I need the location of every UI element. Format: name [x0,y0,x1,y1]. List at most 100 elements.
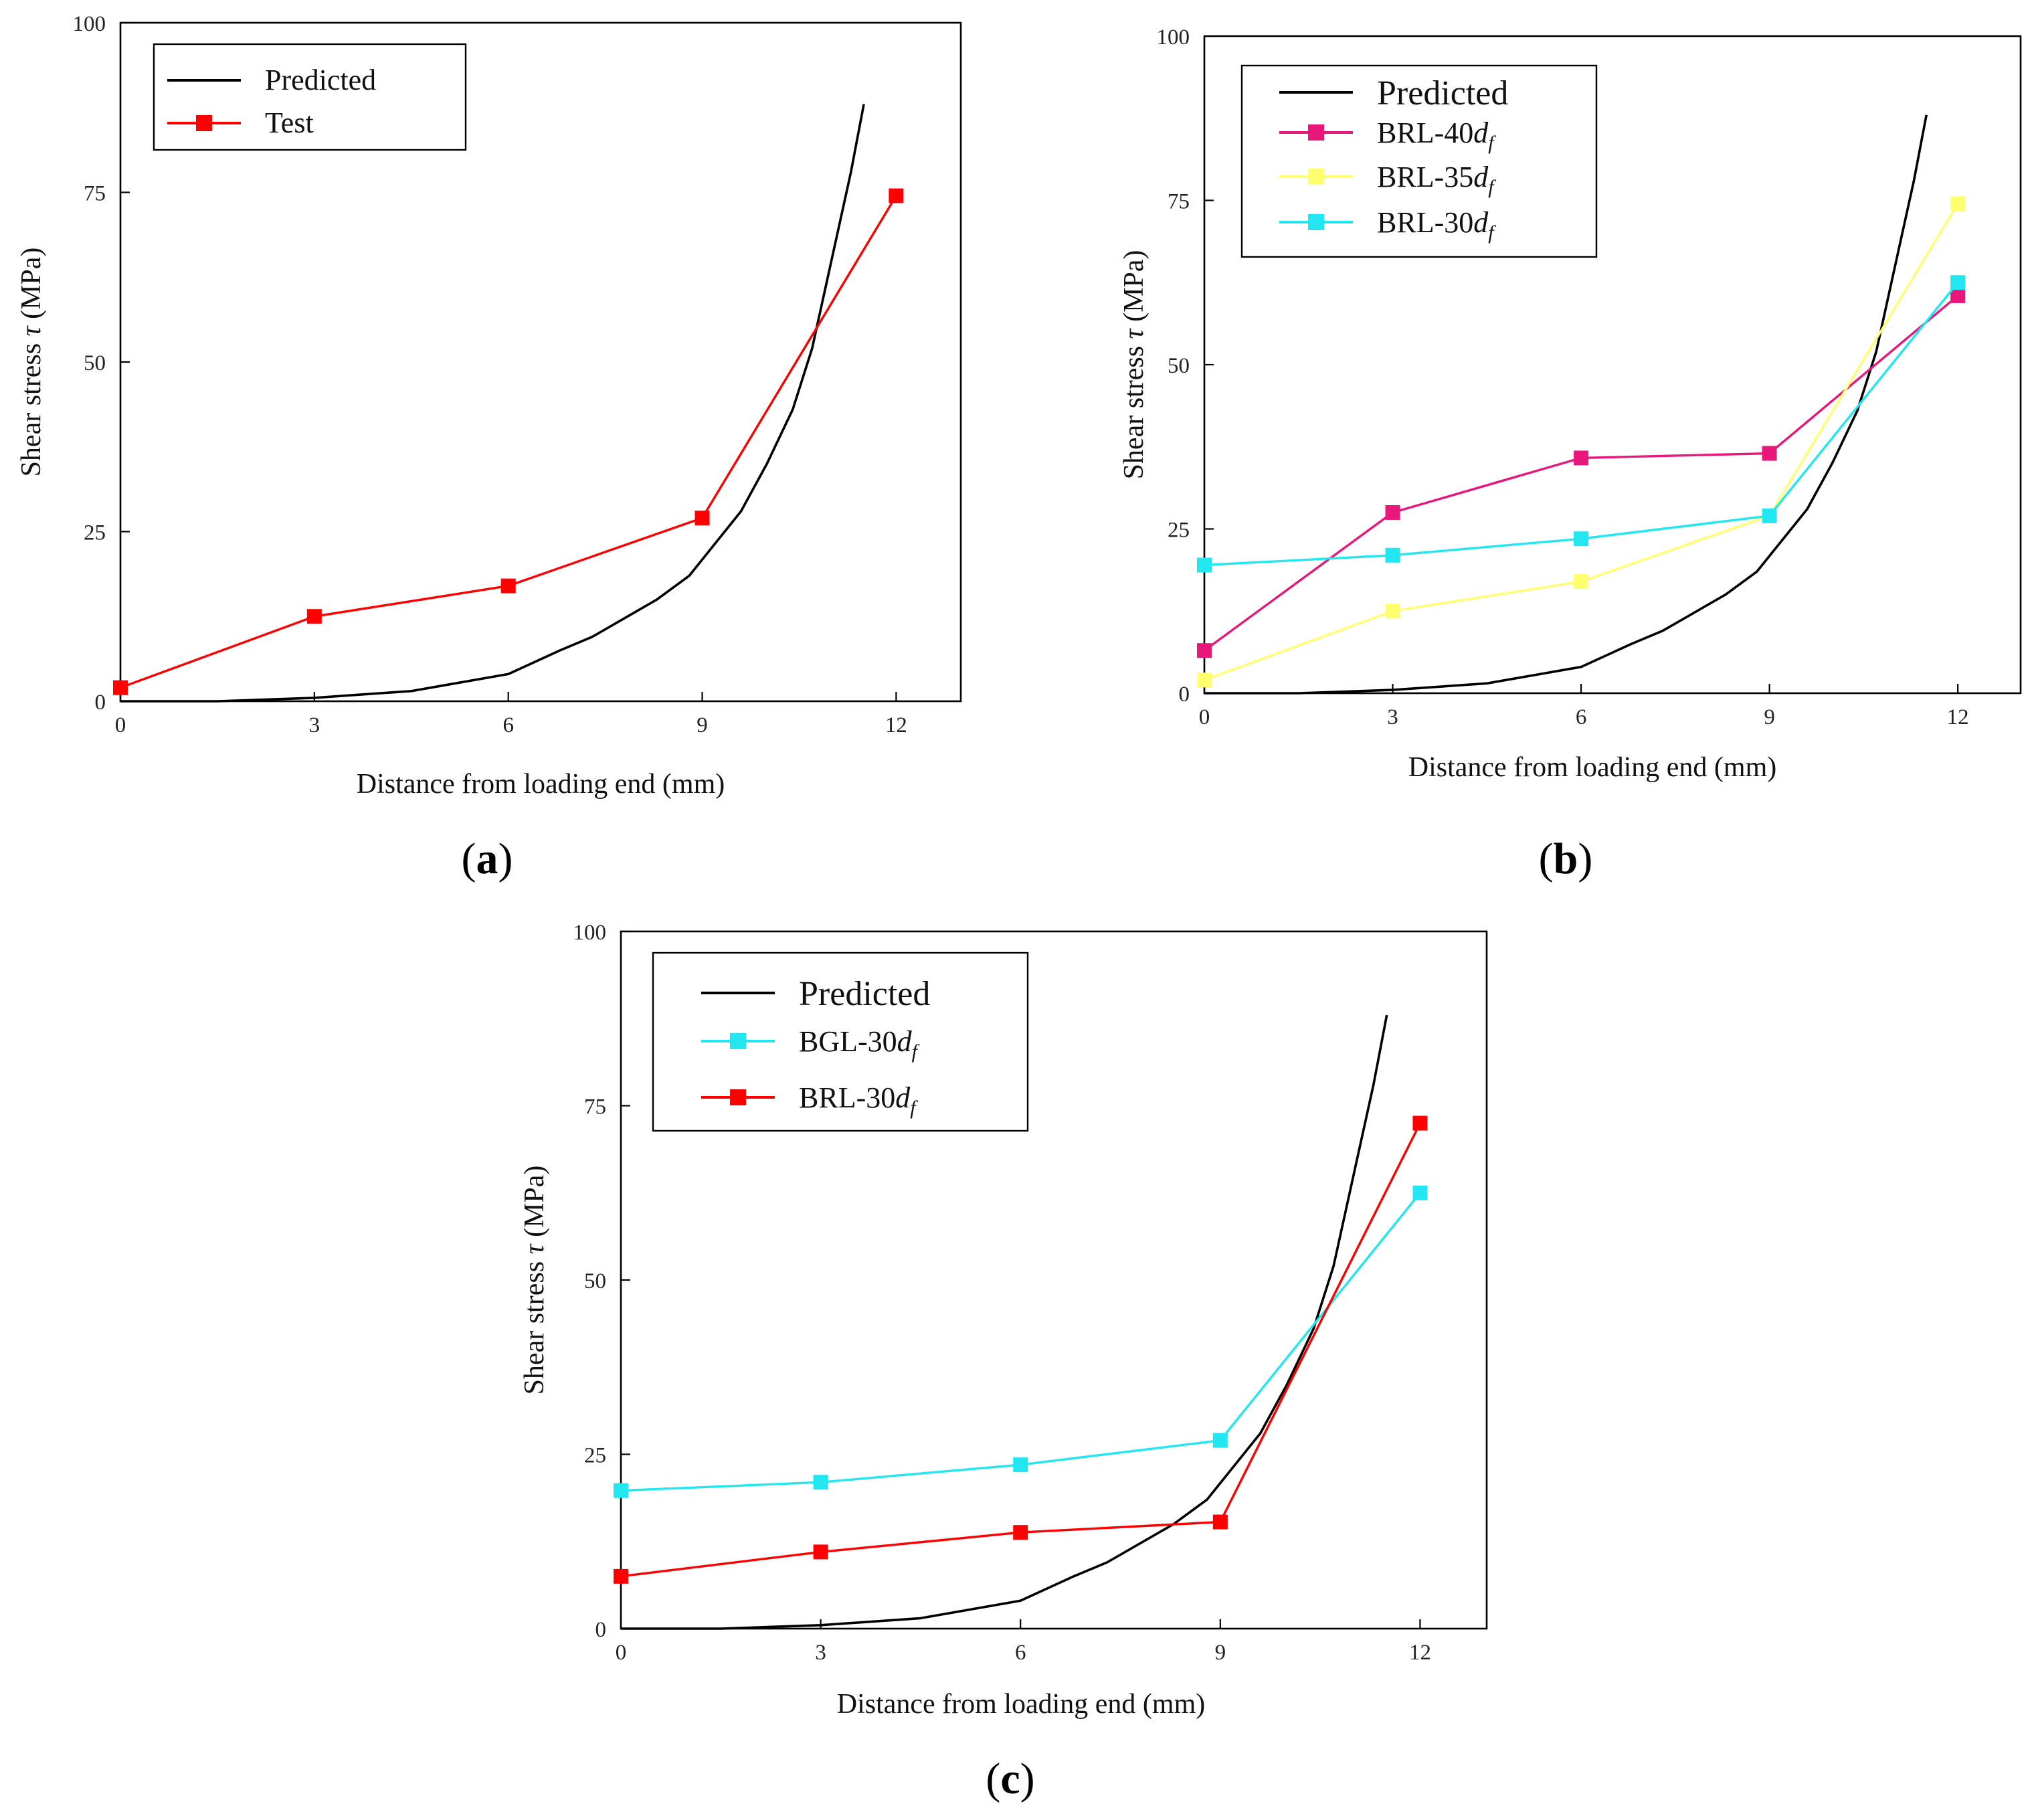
x-tick-label-a-2: 6 [502,713,514,737]
y-tick-label-c-1: 25 [584,1444,606,1468]
legend-label-brl30-b: BRL-30df [1377,206,1496,244]
series-line-predicted-c [621,1014,1388,1630]
x-tick-label-c-2: 6 [1015,1641,1026,1665]
legend-label-predicted-c: Predicted [799,975,930,1013]
legend-label-bgl30-c: BGL-30df [799,1025,920,1063]
data-point-test-a-1 [306,609,322,624]
data-point-brl40-b-1 [1385,505,1400,520]
x-axis-label-c: Distance from loading end (mm) [837,1689,1206,1720]
data-point-brl35-b-0 [1197,672,1212,688]
x-tick-label-a-0: 0 [115,713,126,737]
data-point-bgl30-c-1 [813,1475,828,1490]
y-tick-label-a-2: 50 [84,351,106,375]
x-tick-label-b-2: 6 [1576,705,1587,729]
data-point-brl35-b-1 [1385,604,1400,619]
x-axis-label-a: Distance from loading end (mm) [357,769,725,800]
data-point-test-a-3 [695,511,710,526]
series-line-test-a [120,195,897,689]
legend-b: Predicted BRL-40df BRL-35df BRL-30df [1240,64,1598,258]
panel-caption-a: (a) [462,834,513,883]
data-point-brl30-c-1 [813,1544,828,1560]
data-point-brl40-b-0 [1197,643,1212,658]
y-axis-label-c: Shear stress τ (MPa) [519,1166,550,1395]
legend-label-predicted-a: Predicted [265,64,376,96]
y-tick-label-a-0: 0 [95,691,106,715]
legend-label-brl35-b: BRL-35df [1377,161,1496,198]
x-tick-label-c-0: 0 [616,1641,627,1665]
data-point-brl30-b-3 [1762,508,1777,523]
data-point-brl30-c-3 [1212,1514,1228,1530]
series-line-bgl30-c [620,1192,1421,1492]
y-tick-labels-a: 0 25 50 75 100 [73,12,106,715]
data-point-brl30-b-1 [1385,547,1400,563]
legend-c: Predicted BGL-30df BRL-30df [652,951,1029,1132]
legend-box-b [1240,64,1598,258]
series-line-brl30-c [620,1122,1422,1578]
data-point-brl30-c-4 [1412,1115,1428,1131]
x-tick-label-b-1: 3 [1387,705,1398,729]
y-tick-label-b-0: 0 [1179,682,1190,707]
x-tick-labels-a: 0 3 6 9 12 [115,713,907,737]
panel-a: 0 3 6 9 12 0 25 50 75 100 Distance from loading … [16,12,962,883]
series-group-a [113,104,904,703]
series-group-b [1197,114,1966,695]
data-point-test-a-4 [889,188,904,203]
series-line-predicted-a [120,104,865,703]
data-point-brl30-c-2 [1013,1525,1028,1540]
data-point-brl30-b-0 [1197,557,1212,573]
data-point-brl35-b-4 [1950,196,1966,211]
legend-label-brl40-b: BRL-40df [1377,116,1496,154]
x-tick-label-c-1: 3 [815,1641,826,1665]
x-tick-labels-b: 0 3 6 9 12 [1199,705,1969,729]
legend-marker-brl30-b [1308,214,1324,230]
x-tick-label-b-3: 9 [1764,705,1775,729]
legend-box-a [153,43,467,151]
data-point-brl30-c-0 [614,1568,628,1584]
y-tick-label-c-0: 0 [595,1618,607,1642]
data-point-brl40-b-2 [1574,450,1589,466]
x-tick-label-a-3: 9 [697,713,708,737]
data-point-bgl30-c-3 [1212,1433,1228,1448]
legend-label-brl30-c: BRL-30df [799,1081,918,1119]
legend-label-test-a: Test [265,106,314,139]
y-tick-label-a-1: 25 [84,521,106,545]
panel-c: 0 3 6 9 12 0 25 50 75 100 Distance from loading … [519,921,1488,1803]
x-tick-label-b-4: 12 [1947,705,1969,729]
x-tick-label-b-0: 0 [1199,705,1210,729]
data-point-test-a-0 [113,680,128,695]
data-point-bgl30-c-2 [1013,1457,1028,1473]
data-point-brl35-b-2 [1574,574,1589,589]
data-point-brl30-b-4 [1950,275,1966,290]
x-tick-label-a-4: 12 [885,713,907,737]
legend-marker-test-a [196,115,212,131]
series-line-brl40-b [1203,294,1959,652]
series-line-brl35-b [1204,203,1959,681]
series-group-c [614,1014,1428,1630]
legend-a: Predicted Test [153,43,467,151]
panel-b: 0 3 6 9 12 0 25 50 75 100 Distance from loading … [1119,25,2022,883]
data-point-brl30-b-2 [1574,531,1589,547]
y-tick-label-b-1: 25 [1168,519,1190,543]
y-tick-label-b-3: 75 [1168,190,1190,214]
y-tick-labels-c: 0 25 50 75 100 [573,921,607,1642]
legend-label-predicted-b: Predicted [1377,74,1508,112]
data-point-test-a-2 [500,578,516,594]
y-tick-label-c-2: 50 [584,1269,606,1293]
legend-marker-brl40-b [1308,124,1324,141]
y-axis-label-b: Shear stress τ (MPa) [1119,250,1149,480]
x-tick-labels-c: 0 3 6 9 12 [616,1641,1431,1665]
legend-marker-bgl30-c [730,1033,746,1049]
data-point-bgl30-c-0 [614,1483,628,1498]
legend-marker-brl30-c [730,1089,746,1105]
panel-caption-b: (b) [1539,834,1593,883]
x-axis-label-b: Distance from loading end (mm) [1408,752,1777,783]
y-tick-label-b-2: 50 [1168,354,1190,378]
data-point-brl40-b-4 [1950,288,1966,303]
y-axis-label-a: Shear stress τ (MPa) [16,248,47,477]
y-tick-label-a-3: 75 [84,182,106,206]
y-tick-label-c-3: 75 [584,1095,606,1119]
legend-marker-brl35-b [1308,169,1324,185]
y-tick-label-a-4: 100 [73,12,106,36]
x-tick-label-c-3: 9 [1215,1641,1226,1665]
